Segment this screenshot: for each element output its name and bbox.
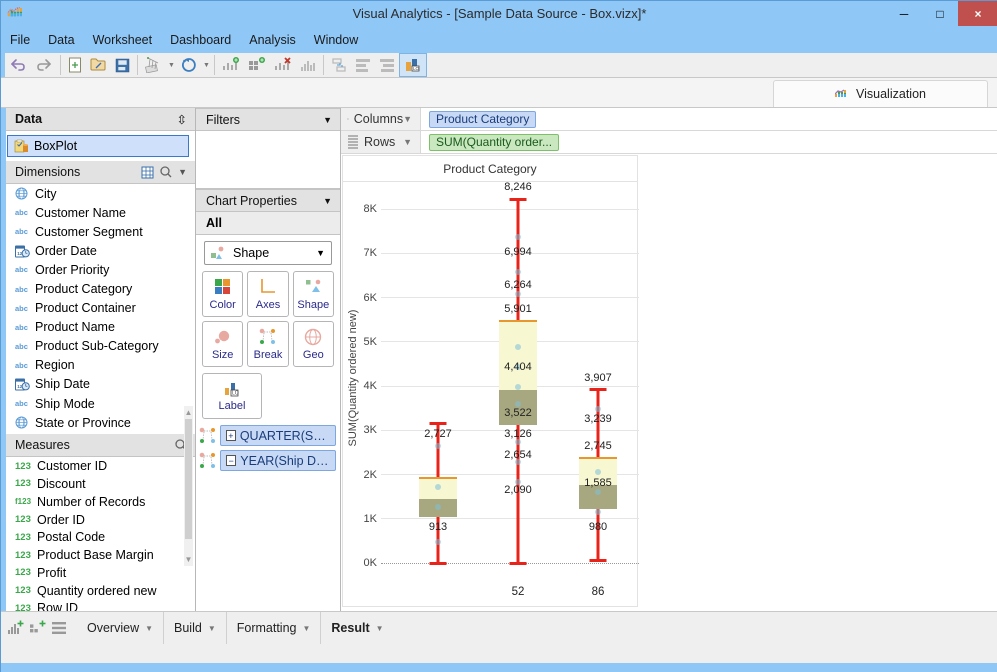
svg-text:LO: LO (232, 391, 239, 397)
svg-text:LO: LO (413, 66, 420, 71)
